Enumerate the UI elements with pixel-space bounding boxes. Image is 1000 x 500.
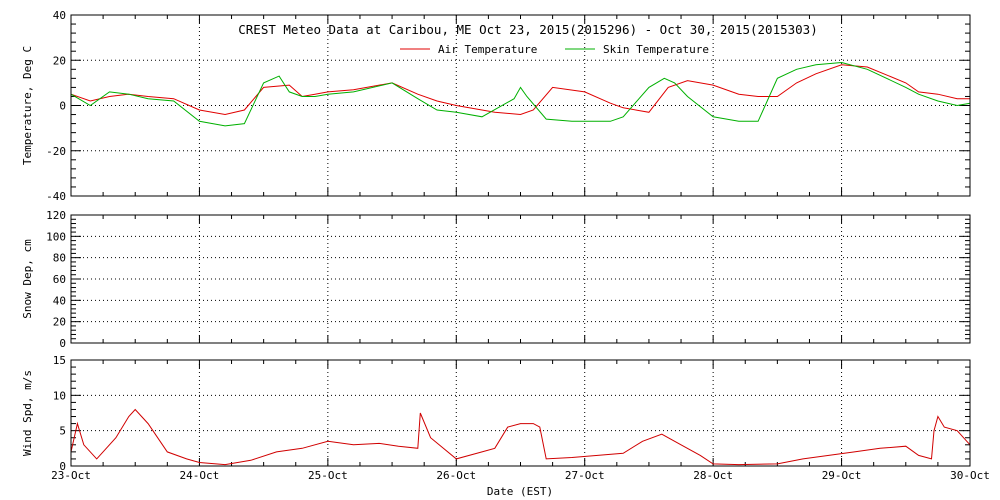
y-tick-label: -20	[46, 145, 66, 158]
series-wind-speed	[70, 408, 971, 466]
panel-2: 0 20 40 60 80 100 120 Snow Dep, cm	[21, 209, 971, 350]
plot-frame	[70, 14, 971, 197]
series-skin-temperature	[70, 61, 971, 127]
panel-1: -40 -20 0 20 40 Temperature, Deg C	[21, 9, 971, 203]
x-tick-label: 24-Oct	[180, 469, 220, 482]
chart-title: CREST Meteo Data at Caribou, ME Oct 23, …	[238, 22, 817, 37]
legend-label: Skin Temperature	[603, 43, 709, 56]
series-air-temperature	[70, 64, 970, 116]
panel-3: 0 5 10 15 Wind Spd, m/s 23-Oct 24-Oct 25-Oct 26-…	[21, 354, 990, 482]
x-tick-label: 25-Oct	[308, 469, 348, 482]
y-tick-label: 20	[53, 316, 66, 329]
x-tick-label: 30-Oct	[950, 469, 990, 482]
x-axis-label: Date (EST)	[487, 485, 553, 498]
y-tick-label: 0	[59, 337, 66, 350]
y-tick-label: 100	[46, 230, 66, 243]
y-tick-label: 15	[53, 354, 66, 367]
x-tick-label: 26-Oct	[436, 469, 476, 482]
x-tick-label: 29-Oct	[822, 469, 862, 482]
y-tick-label: 20	[53, 54, 66, 67]
x-tick-label: 23-Oct	[51, 469, 91, 482]
y-tick-label: 40	[53, 9, 66, 22]
y-axis-label: Snow Dep, cm	[21, 239, 34, 319]
y-tick-label: 80	[53, 252, 66, 265]
y-tick-label: 60	[53, 273, 66, 286]
x-tick-label: 28-Oct	[693, 469, 733, 482]
y-axis-label: Wind Spd, m/s	[21, 370, 34, 456]
y-axis-label: Temperature, Deg C	[21, 46, 34, 165]
y-tick-label: 120	[46, 209, 66, 222]
legend: Air Temperature Skin Temperature	[400, 43, 709, 56]
x-tick-label: 27-Oct	[565, 469, 605, 482]
y-tick-label: 5	[59, 425, 66, 438]
y-tick-label: 40	[53, 294, 66, 307]
plot-frame	[70, 359, 971, 467]
panels: -40 -20 0 20 40 Temperature, Deg C 0 20 40 60 80 10…	[21, 9, 990, 482]
plot-frame	[70, 214, 971, 344]
y-tick-label: 0	[59, 460, 66, 473]
y-tick-label: -40	[46, 190, 66, 203]
legend-label: Air Temperature	[438, 43, 537, 56]
y-tick-label: 10	[53, 389, 66, 402]
y-tick-label: 0	[59, 100, 66, 113]
